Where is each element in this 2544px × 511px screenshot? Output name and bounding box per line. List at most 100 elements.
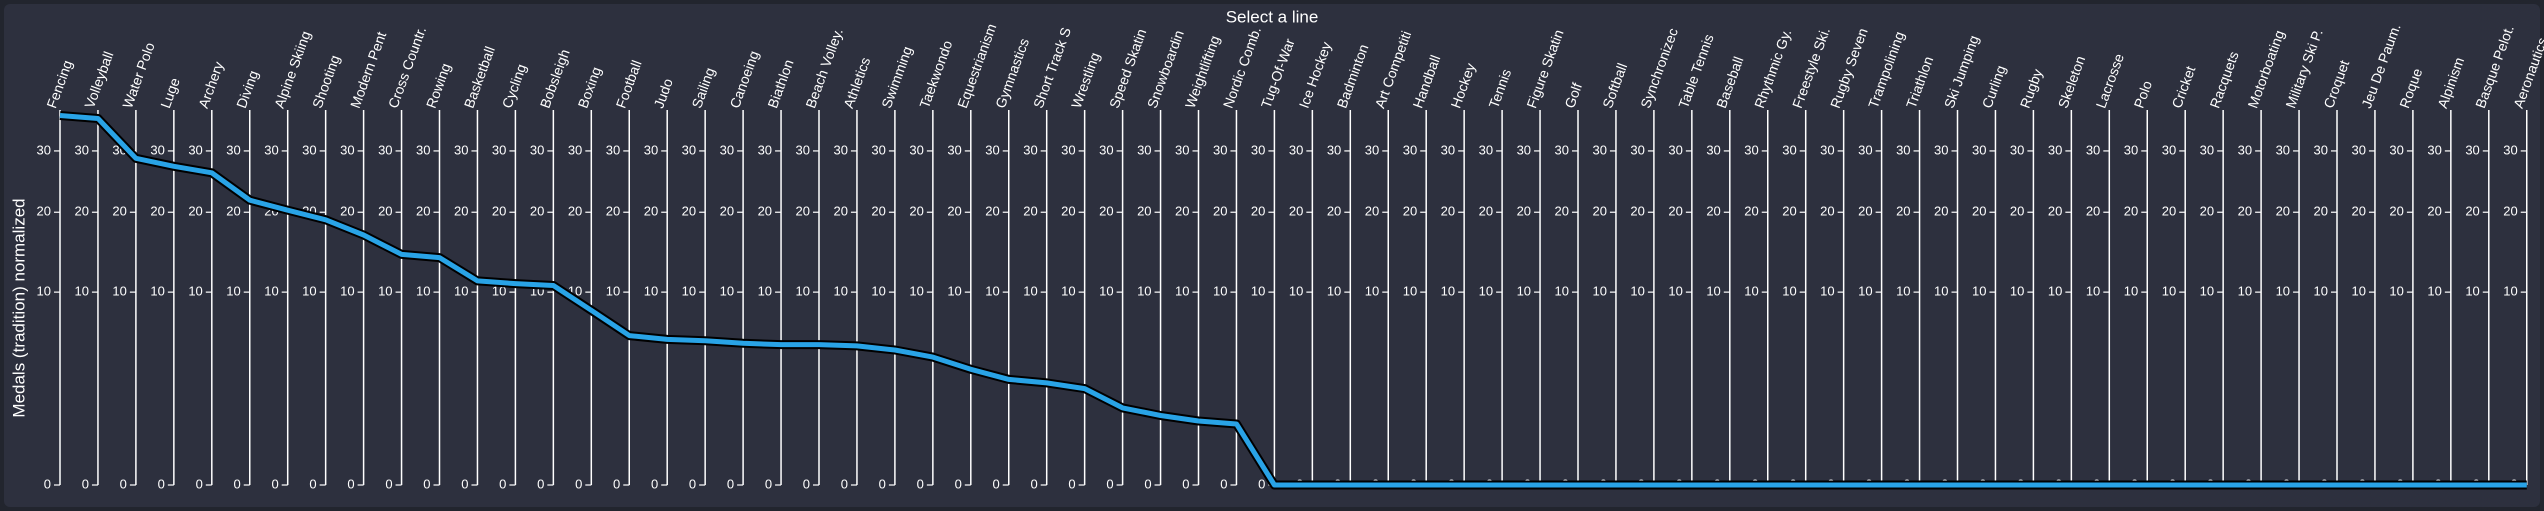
y-tick-label: 30: [1403, 142, 1417, 157]
y-tick-label: 30: [264, 142, 278, 157]
y-tick-label: 30: [37, 142, 51, 157]
y-tick-label: 30: [2503, 142, 2517, 157]
y-tick-label: 20: [2389, 204, 2403, 219]
y-tick-label: 10: [302, 284, 316, 299]
y-tick-label: 10: [1517, 284, 1531, 299]
y-tick-label: 10: [2314, 284, 2328, 299]
y-tick-label: 10: [1403, 284, 1417, 299]
y-tick-label: 20: [568, 204, 582, 219]
y-tick-label: 30: [1630, 142, 1644, 157]
y-tick-label: 30: [2238, 142, 2252, 157]
y-tick-label: 0: [651, 476, 658, 491]
y-tick-label: 20: [644, 204, 658, 219]
y-tick-label: 30: [1896, 142, 1910, 157]
y-tick-label: 10: [188, 284, 202, 299]
y-tick-label: 10: [1061, 284, 1075, 299]
y-tick-label: 10: [682, 284, 696, 299]
y-tick-label: 0: [385, 476, 392, 491]
y-tick-label: 0: [917, 476, 924, 491]
y-tick-label: 10: [947, 284, 961, 299]
y-tick-label: 30: [530, 142, 544, 157]
y-tick-label: 30: [2162, 142, 2176, 157]
y-tick-label: 20: [2086, 204, 2100, 219]
y-tick-label: 30: [1441, 142, 1455, 157]
y-tick-label: 10: [1592, 284, 1606, 299]
y-tick-label: 30: [985, 142, 999, 157]
y-tick-label: 30: [2010, 142, 2024, 157]
y-tick-label: 10: [1137, 284, 1151, 299]
y-tick-label: 10: [1327, 284, 1341, 299]
y-tick-label: 20: [796, 204, 810, 219]
y-tick-label: 30: [1175, 142, 1189, 157]
y-tick-label: 10: [1441, 284, 1455, 299]
y-tick-label: 30: [682, 142, 696, 157]
y-tick-label: 20: [2010, 204, 2024, 219]
y-tick-label: 30: [2276, 142, 2290, 157]
y-tick-label: 20: [454, 204, 468, 219]
y-tick-label: 20: [909, 204, 923, 219]
y-tick-label: 30: [2314, 142, 2328, 157]
y-tick-label: 20: [1137, 204, 1151, 219]
y-tick-label: 30: [871, 142, 885, 157]
y-tick-label: 20: [1744, 204, 1758, 219]
y-tick-label: 0: [196, 476, 203, 491]
y-tick-label: 20: [1289, 204, 1303, 219]
y-tick-label: 20: [378, 204, 392, 219]
y-tick-label: 20: [1706, 204, 1720, 219]
y-tick-label: 0: [309, 476, 316, 491]
y-tick-label: 0: [575, 476, 582, 491]
y-tick-label: 10: [1782, 284, 1796, 299]
y-tick-label: 30: [2048, 142, 2062, 157]
y-tick-label: 0: [1220, 476, 1227, 491]
y-tick-label: 10: [2465, 284, 2479, 299]
y-tick-label: 20: [150, 204, 164, 219]
plot-background: [4, 4, 2540, 507]
y-tick-label: 30: [2351, 142, 2365, 157]
y-tick-label: 20: [1820, 204, 1834, 219]
y-tick-label: 10: [2048, 284, 2062, 299]
y-tick-label: 10: [1099, 284, 1113, 299]
y-tick-label: 20: [2427, 204, 2441, 219]
y-tick-label: 30: [226, 142, 240, 157]
y-tick-label: 20: [112, 204, 126, 219]
y-tick-label: 0: [689, 476, 696, 491]
y-tick-label: 20: [871, 204, 885, 219]
y-tick-label: 0: [537, 476, 544, 491]
y-tick-label: 10: [112, 284, 126, 299]
y-tick-label: 30: [150, 142, 164, 157]
y-tick-label: 10: [1251, 284, 1265, 299]
y-tick-label: 30: [833, 142, 847, 157]
y-tick-label: 10: [226, 284, 240, 299]
y-tick-label: 20: [2048, 204, 2062, 219]
y-tick-label: 0: [1144, 476, 1151, 491]
y-tick-label: 0: [1068, 476, 1075, 491]
y-tick-label: 10: [606, 284, 620, 299]
y-tick-label: 20: [1555, 204, 1569, 219]
y-tick-label: 30: [1782, 142, 1796, 157]
y-tick-label: 30: [1099, 142, 1113, 157]
y-tick-label: 30: [909, 142, 923, 157]
y-tick-label: 20: [2162, 204, 2176, 219]
y-tick-label: 30: [2427, 142, 2441, 157]
y-tick-label: 30: [1365, 142, 1379, 157]
y-tick-label: 20: [1365, 204, 1379, 219]
y-tick-label: 30: [2465, 142, 2479, 157]
y-tick-label: 0: [727, 476, 734, 491]
y-tick-label: 10: [2010, 284, 2024, 299]
y-tick-label: 20: [1934, 204, 1948, 219]
y-tick-label: 20: [758, 204, 772, 219]
y-tick-label: 10: [985, 284, 999, 299]
y-tick-label: 10: [340, 284, 354, 299]
y-tick-label: 0: [1106, 476, 1113, 491]
y-tick-label: 10: [150, 284, 164, 299]
y-tick-label: 30: [1744, 142, 1758, 157]
y-tick-label: 30: [947, 142, 961, 157]
y-tick-label: 30: [758, 142, 772, 157]
y-tick-label: 0: [841, 476, 848, 491]
y-tick-label: 0: [158, 476, 165, 491]
y-tick-label: 20: [1327, 204, 1341, 219]
y-tick-label: 0: [271, 476, 278, 491]
y-tick-label: 0: [1258, 476, 1265, 491]
y-tick-label: 30: [796, 142, 810, 157]
